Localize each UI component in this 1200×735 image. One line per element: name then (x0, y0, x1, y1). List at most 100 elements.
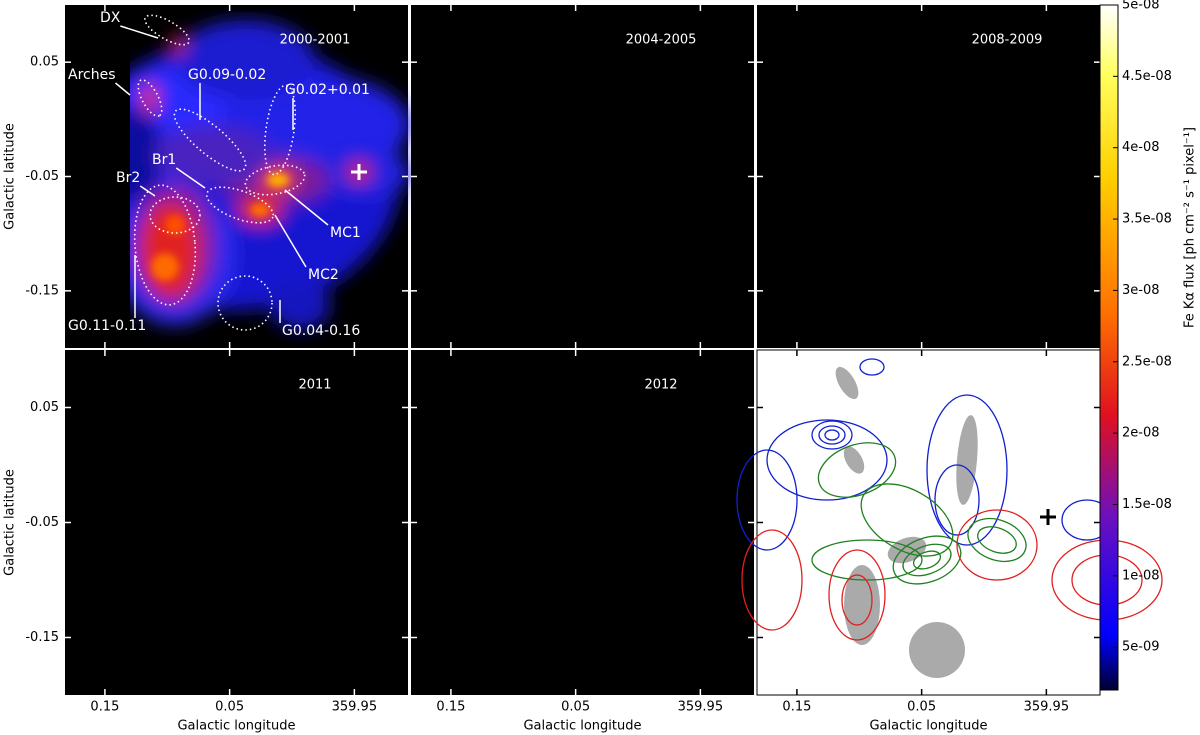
x-axis-label: Galactic longitude (177, 719, 295, 734)
panel: 2004-2005 (411, 5, 754, 348)
panel: 2000-2001 (65, 5, 410, 348)
x-tick-label: 359.95 (332, 700, 378, 715)
panel: 2012 (411, 350, 754, 695)
contour (912, 550, 942, 570)
x-tick-label: 0.15 (436, 700, 465, 715)
panel-bg (411, 350, 754, 695)
contour (766, 419, 888, 501)
contour (741, 529, 803, 631)
contour (956, 509, 1038, 581)
sgr-a-cross (1040, 509, 1056, 525)
colorbar-tick-label: 3.5e-08 (1122, 212, 1172, 227)
colorbar-tick-label: 4.5e-08 (1122, 69, 1172, 84)
region (133, 184, 197, 306)
blob (130, 105, 165, 205)
panel-label: 2004-2005 (626, 33, 697, 48)
contour (817, 442, 897, 498)
colorbar-tick-label: 1e-08 (1122, 568, 1160, 583)
gray-region (956, 415, 978, 505)
annotation: G0.04-0.16 (282, 323, 360, 339)
x-axis-label: Galactic longitude (523, 719, 641, 734)
annotation: G0.02+0.01 (285, 82, 370, 98)
contour (926, 394, 1008, 546)
region (205, 186, 275, 224)
annotation: Br2 (116, 170, 140, 186)
panel-label: 2011 (298, 378, 331, 393)
y-tick-label: -0.15 (25, 630, 59, 645)
contour (977, 526, 1017, 554)
contour (934, 464, 980, 536)
blob (142, 83, 158, 113)
contour (736, 449, 798, 551)
contour (967, 517, 1027, 563)
annotation: MC1 (330, 225, 361, 241)
region (217, 275, 273, 331)
y-tick-label: -0.15 (25, 283, 59, 298)
blob (170, 35, 186, 55)
panel-bg (757, 5, 1100, 348)
y-axis-label: Galactic latitude (3, 123, 18, 230)
panel-label: 2000-2001 (280, 33, 351, 48)
y-tick-label: -0.05 (25, 169, 59, 184)
core (151, 253, 179, 281)
annotation: MC2 (308, 267, 339, 283)
contour (811, 539, 923, 581)
region (144, 14, 190, 46)
leader (139, 185, 156, 197)
core (267, 173, 289, 187)
x-tick-label: 0.05 (215, 700, 244, 715)
panel-bg (65, 350, 408, 695)
region (149, 196, 201, 234)
contour (828, 549, 886, 641)
contour (824, 429, 840, 441)
x-tick-label: 0.05 (561, 700, 590, 715)
panel-bg (411, 5, 754, 348)
colorbar-tick-label: 2e-08 (1122, 426, 1160, 441)
panel-label: 2012 (644, 378, 677, 393)
core (250, 203, 270, 217)
gray-region (835, 366, 859, 400)
x-tick-label: 0.15 (90, 700, 119, 715)
y-tick-label: 0.05 (30, 400, 59, 415)
colorbar-tick-label: 5e-08 (1122, 0, 1160, 13)
blob (270, 280, 330, 330)
colorbar-tick-label: 3e-08 (1122, 283, 1160, 298)
contour (818, 425, 846, 445)
blob (175, 20, 315, 100)
panel: 2011 (65, 350, 408, 695)
leader (120, 25, 159, 39)
x-tick-label: 0.05 (907, 700, 936, 715)
colorbar-tick-label: 4e-08 (1122, 140, 1160, 155)
gray-region (843, 446, 865, 474)
colorbar-tick-label: 2.5e-08 (1122, 354, 1172, 369)
contour (841, 574, 873, 626)
y-axis-label: Galactic latitude (3, 469, 18, 576)
cores (151, 173, 289, 281)
sgr-a-cross (351, 164, 367, 180)
x-tick-label: 359.95 (1024, 700, 1070, 715)
y-tick-label: 0.05 (30, 55, 59, 70)
panel: 2008-2009 (757, 5, 1100, 348)
colorbar-tick-label: 5e-09 (1122, 640, 1160, 655)
annotation: Br1 (152, 152, 176, 168)
x-tick-label: 0.15 (782, 700, 811, 715)
annotation: G0.11-0.11 (68, 318, 146, 334)
gray-region (844, 565, 880, 645)
annotation: Arches (68, 67, 116, 83)
annotation: DX (100, 10, 121, 26)
contour (892, 535, 962, 585)
panel-label: 2008-2009 (972, 33, 1043, 48)
image (130, 14, 410, 331)
core (165, 215, 185, 235)
contour (902, 543, 952, 577)
region (263, 84, 297, 176)
contour (859, 358, 885, 376)
colorbar-tick-label: 1.5e-08 (1122, 497, 1172, 512)
region (244, 164, 306, 196)
region (137, 79, 163, 117)
region (173, 108, 247, 172)
colorbar (1099, 4, 1119, 691)
x-tick-label: 359.95 (678, 700, 724, 715)
contour (860, 483, 954, 557)
